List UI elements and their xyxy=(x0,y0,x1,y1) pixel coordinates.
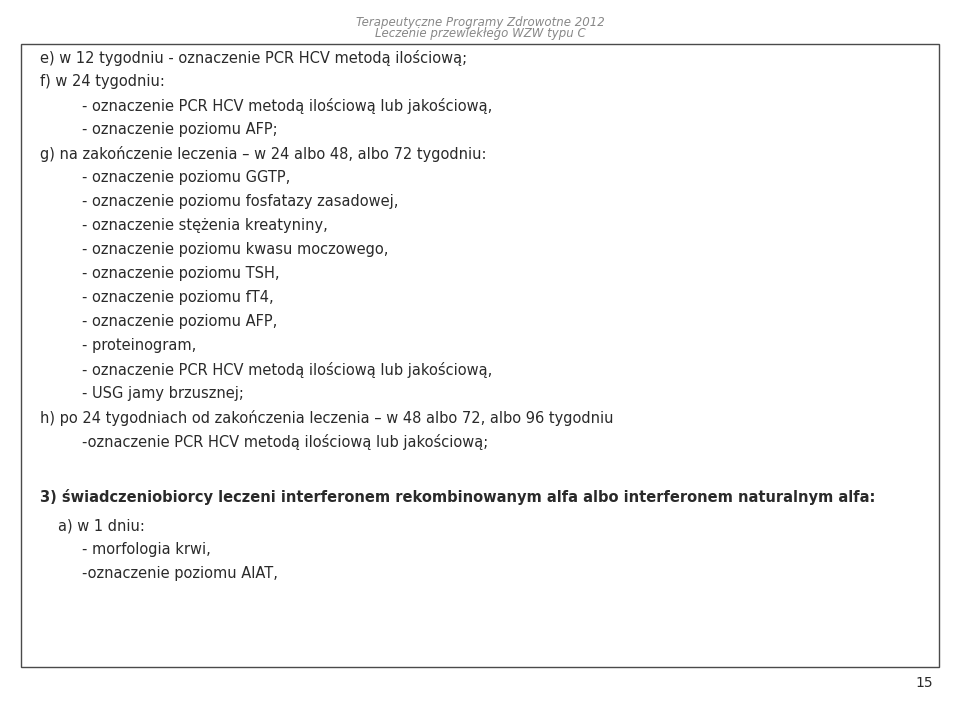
Text: - oznaczenie PCR HCV metodą ilościową lub jakościową,: - oznaczenie PCR HCV metodą ilościową lu… xyxy=(82,362,492,378)
Text: f) w 24 tygodniu:: f) w 24 tygodniu: xyxy=(40,74,165,90)
Text: 15: 15 xyxy=(916,676,933,690)
Text: -oznaczenie PCR HCV metodą ilościową lub jakościową;: -oznaczenie PCR HCV metodą ilościową lub… xyxy=(82,434,488,450)
Text: - proteinogram,: - proteinogram, xyxy=(82,338,196,354)
Text: - oznaczenie poziomu kwasu moczowego,: - oznaczenie poziomu kwasu moczowego, xyxy=(82,242,388,258)
Bar xyxy=(21,44,939,667)
Text: -oznaczenie poziomu AlAT,: -oznaczenie poziomu AlAT, xyxy=(82,566,277,582)
Text: 3) świadczeniobiorcy leczeni interferonem rekombinowanym alfa albo interferonem : 3) świadczeniobiorcy leczeni interferone… xyxy=(40,489,876,505)
Text: h) po 24 tygodniach od zakończenia leczenia – w 48 albo 72, albo 96 tygodniu: h) po 24 tygodniach od zakończenia lecze… xyxy=(40,410,613,426)
Text: - oznaczenie poziomu GGTP,: - oznaczenie poziomu GGTP, xyxy=(82,170,290,186)
Text: - USG jamy brzusznej;: - USG jamy brzusznej; xyxy=(82,386,244,402)
Text: e) w 12 tygodniu - oznaczenie PCR HCV metodą ilościową;: e) w 12 tygodniu - oznaczenie PCR HCV me… xyxy=(40,50,468,66)
Text: - oznaczenie poziomu fosfatazy zasadowej,: - oznaczenie poziomu fosfatazy zasadowej… xyxy=(82,194,398,210)
Text: Leczenie przewlekłego WZW typu C: Leczenie przewlekłego WZW typu C xyxy=(374,27,586,40)
Text: a) w 1 dniu:: a) w 1 dniu: xyxy=(58,518,144,534)
Text: - oznaczenie PCR HCV metodą ilościową lub jakościową,: - oznaczenie PCR HCV metodą ilościową lu… xyxy=(82,98,492,114)
Text: Terapeutyczne Programy Zdrowotne 2012: Terapeutyczne Programy Zdrowotne 2012 xyxy=(355,16,605,29)
Text: g) na zakończenie leczenia – w 24 albo 48, albo 72 tygodniu:: g) na zakończenie leczenia – w 24 albo 4… xyxy=(40,146,487,162)
Text: - oznaczenie poziomu TSH,: - oznaczenie poziomu TSH, xyxy=(82,266,279,282)
Text: - oznaczenie poziomu AFP,: - oznaczenie poziomu AFP, xyxy=(82,314,276,330)
Text: - morfologia krwi,: - morfologia krwi, xyxy=(82,542,210,558)
Text: - oznaczenie poziomu fT4,: - oznaczenie poziomu fT4, xyxy=(82,290,274,306)
Text: - oznaczenie poziomu AFP;: - oznaczenie poziomu AFP; xyxy=(82,122,277,138)
Text: - oznaczenie stężenia kreatyniny,: - oznaczenie stężenia kreatyniny, xyxy=(82,218,327,234)
